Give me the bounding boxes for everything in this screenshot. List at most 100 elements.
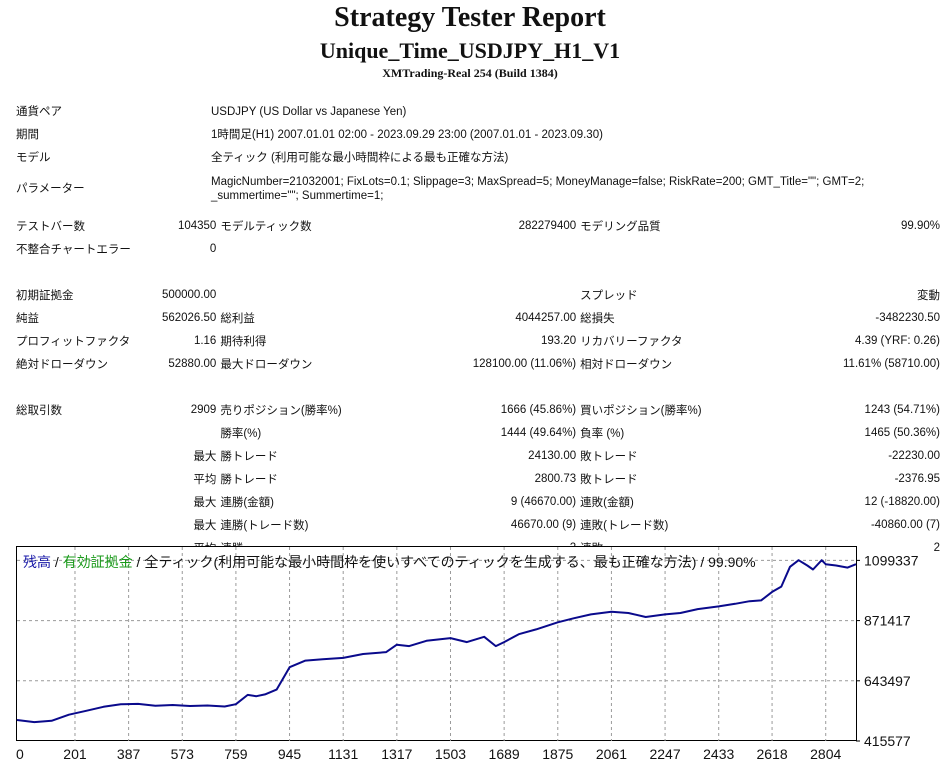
info-value: 1時間足(H1) 2007.01.01 02:00 - 2023.09.29 2…: [211, 129, 603, 141]
stat-value: 9 (46670.00): [510, 495, 577, 508]
stat-label: モデリング品質: [580, 220, 661, 233]
stat-value: 500000.00: [161, 288, 217, 301]
info-label: パラメーター: [16, 182, 85, 195]
stat-value: 2909: [190, 403, 217, 416]
stat-label: 連敗(金額): [580, 496, 634, 509]
series-line: [16, 559, 857, 724]
y-tick-label: 643497: [864, 673, 911, 689]
y-tick-label: 415577: [864, 733, 911, 749]
y-axis: 1099337 871417 643497 415577: [856, 552, 919, 749]
stat-label: リカバリーファクタ: [580, 335, 683, 348]
stat-value: 128100.00 (11.06%): [472, 357, 577, 370]
stat-value: 4044257.00: [515, 311, 577, 324]
stat-qualifier: 平均: [193, 473, 217, 486]
legend-equity: 有効証拠金: [62, 554, 133, 570]
stat-value: 24130.00: [528, 449, 577, 462]
stat-label: 相対ドローダウン: [580, 358, 673, 371]
x-tick-label: 2804: [810, 746, 841, 761]
stat-label: 初期証拠金: [16, 289, 74, 302]
x-tick-label: 759: [224, 746, 248, 761]
y-tick-label: 871417: [864, 613, 911, 629]
stat-value: 282279400: [518, 219, 577, 232]
stat-label: 敗トレード: [580, 450, 638, 463]
stat-value: 4.39 (YRF: 0.26): [854, 334, 940, 347]
stat-value: 1243 (54.71%): [864, 403, 940, 416]
stats-row: 総取引数 2909 売りポジション(勝率%) 1666 (45.86%) 買いポ…: [16, 398, 940, 421]
x-tick-label: 201: [63, 746, 87, 761]
x-tick-label: 573: [171, 746, 195, 761]
stat-value: 99.90%: [900, 219, 940, 232]
stat-label: 純益: [16, 312, 39, 325]
stat-value: 1465 (50.36%): [864, 426, 940, 439]
stat-value: 2800.73: [534, 472, 577, 485]
stat-label: プロフィットファクタ: [16, 335, 131, 348]
stat-value: 1.16: [193, 334, 217, 347]
stat-value: 104350: [177, 219, 217, 232]
chart-legend: 残高 / 有効証拠金 / 全ティック(利用可能な最小時間枠を使いすべてのティック…: [23, 552, 756, 572]
stats-row: 最大 連勝(金額) 9 (46670.00) 連敗(金額) 12 (-18820…: [16, 490, 940, 513]
x-tick-label: 945: [278, 746, 302, 761]
stat-value: 2: [933, 541, 940, 554]
stat-value: -22230.00: [888, 449, 940, 462]
x-tick-label: 1689: [489, 746, 520, 761]
x-tick-label: 2061: [596, 746, 627, 761]
plot-frame: [16, 546, 857, 741]
stat-qualifier: 最大: [193, 496, 217, 509]
stats-row: 平均 勝トレード 2800.73 敗トレード -2376.95: [16, 467, 940, 490]
build-info: XMTrading-Real 254 (Build 1384): [382, 66, 558, 80]
x-tick-label: 0: [16, 746, 24, 761]
stat-label: 勝トレード: [220, 473, 278, 486]
stat-value: 46670.00 (9): [510, 518, 577, 531]
stat-label: テストバー数: [16, 220, 85, 233]
stats-row: 最大 連勝(トレード数) 46670.00 (9) 連敗(トレード数) -408…: [16, 513, 940, 536]
stat-value: 変動: [917, 289, 940, 302]
stat-value: -2376.95: [894, 472, 940, 485]
stat-value: 12 (-18820.00): [864, 495, 940, 508]
stat-label: 勝率(%): [220, 427, 262, 440]
info-section: 通貨ペア USDJPY (US Dollar vs Japanese Yen) …: [16, 104, 924, 204]
stats-table: テストバー数 104350 モデルティック数 282279400 モデリング品質…: [16, 214, 940, 559]
info-row-period: 期間 1時間足(H1) 2007.01.01 02:00 - 2023.09.2…: [16, 127, 924, 150]
stat-label: 買いポジション(勝率%): [580, 404, 702, 417]
report-title: Strategy Tester Report: [334, 2, 606, 33]
stat-label: 総利益: [220, 312, 255, 325]
stat-label: スプレッド: [580, 289, 638, 302]
stats-row: 純益 562026.50 総利益 4044257.00 総損失 -3482230…: [16, 306, 940, 329]
stat-value: 11.61% (58710.00): [843, 357, 940, 370]
x-tick-label: 1131: [328, 746, 358, 761]
stat-label: 負率 (%): [580, 427, 625, 440]
x-tick-label: 2618: [756, 746, 787, 761]
stat-value: 0: [209, 242, 217, 255]
info-label: 期間: [16, 129, 39, 141]
info-row-symbol: 通貨ペア USDJPY (US Dollar vs Japanese Yen): [16, 104, 924, 127]
stat-value: 562026.50: [161, 311, 217, 324]
y-tick-label: 1099337: [864, 552, 919, 568]
stat-value: -40860.00 (7): [870, 518, 940, 531]
info-label: 通貨ペア: [16, 106, 62, 118]
stat-value: 193.20: [540, 334, 577, 347]
stat-label: 総取引数: [16, 404, 62, 417]
info-value: USDJPY (US Dollar vs Japanese Yen): [211, 106, 407, 118]
report-subtitle: Unique_Time_USDJPY_H1_V1: [319, 38, 621, 63]
stat-value: 1666 (45.86%): [500, 403, 577, 416]
stat-label: 絶対ドローダウン: [16, 358, 108, 371]
chart-svg: 1099337 871417 643497 415577 0 201 387 573 759 9…: [16, 546, 919, 762]
x-tick-label: 1503: [435, 746, 466, 761]
stats-row: 初期証拠金 500000.00 スプレッド 変動: [16, 283, 940, 306]
stat-label: 総損失: [580, 312, 615, 325]
legend-balance: 残高: [23, 554, 51, 570]
stat-label: 期待利得: [220, 335, 267, 348]
stat-label: 連勝(トレード数): [220, 519, 309, 532]
stat-label: 売りポジション(勝率%): [220, 404, 342, 417]
stat-label: 連勝(金額): [220, 496, 274, 509]
info-value: 全ティック (利用可能な最小時間枠による最も正確な方法): [211, 152, 509, 164]
legend-description: / 全ティック(利用可能な最小時間枠を使いすべてのティックを生成する、最も正確な…: [132, 554, 756, 570]
stat-label: 敗トレード: [580, 473, 638, 486]
x-tick-label: 2247: [649, 746, 680, 761]
stats-row: 不整合チャートエラー 0: [16, 237, 940, 260]
stat-label: モデルティック数: [220, 220, 312, 233]
x-axis: 0 201 387 573 759 945 1131 1317 1503 1689 1875 2061…: [16, 746, 841, 762]
info-label: モデル: [16, 152, 51, 164]
stat-label: 不整合チャートエラー: [16, 243, 131, 256]
stat-label: 連敗(トレード数): [580, 519, 669, 532]
